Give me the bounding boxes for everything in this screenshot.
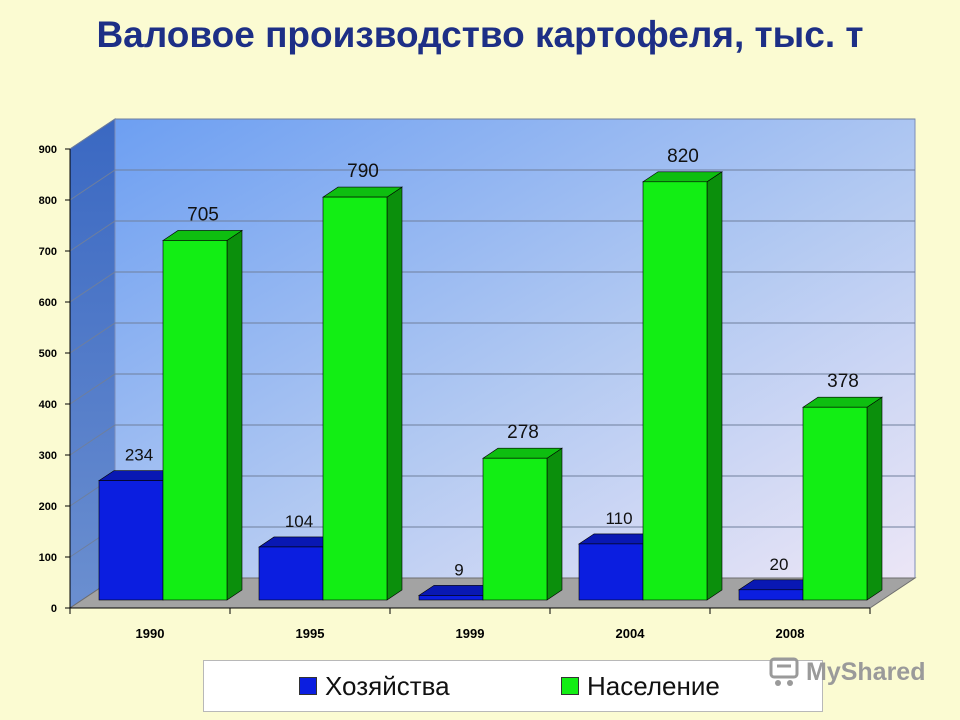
bar-side-naselenie <box>546 447 563 601</box>
gridline <box>69 169 915 201</box>
chart-title: Валовое производство картофеля, тыс. т <box>96 14 864 55</box>
bar-hozyaystva <box>418 595 484 601</box>
bar-naselenie <box>802 406 868 601</box>
gridline <box>69 118 915 150</box>
data-label-hozyaystva: 104 <box>285 512 313 531</box>
x-tick-label: 1990 <box>136 626 165 641</box>
bar-chart: 0 100 200 300 400 500 600 700 800 900 234 705 1990 10… <box>39 118 917 641</box>
data-label-hozyaystva: 20 <box>770 555 789 574</box>
watermark: MyShared <box>768 656 925 688</box>
y-tick-label: 700 <box>39 246 57 258</box>
bar-side-naselenie <box>386 186 403 601</box>
bar-hozyaystva <box>258 546 324 601</box>
x-tick-label: 1999 <box>456 626 485 641</box>
legend-item-hozyaystva: Хозяйства <box>299 670 450 702</box>
y-tick-label: 900 <box>39 144 57 156</box>
legend-swatch-hozyaystva <box>299 677 317 695</box>
bar-side-naselenie <box>706 171 723 601</box>
bar-naselenie <box>162 240 228 601</box>
data-label-naselenie: 378 <box>827 371 859 392</box>
y-tick-label: 500 <box>39 348 57 360</box>
x-tick-label: 1995 <box>296 626 325 641</box>
chart-legend: Хозяйства Население <box>203 660 823 712</box>
data-label-naselenie: 790 <box>347 161 379 182</box>
data-label-hozyaystva: 234 <box>125 446 153 465</box>
y-tick-label: 300 <box>39 450 57 462</box>
data-label-naselenie: 820 <box>667 146 699 167</box>
y-tick-label: 400 <box>39 399 57 411</box>
bar-naselenie <box>322 196 388 601</box>
watermark-text: MyShared <box>806 657 926 686</box>
x-tick-label: 2008 <box>776 626 805 641</box>
bar-naselenie <box>482 457 548 601</box>
y-tick-label: 600 <box>39 297 57 309</box>
data-label-naselenie: 705 <box>187 204 219 225</box>
bar-side-naselenie <box>866 396 883 601</box>
y-tick-label: 100 <box>39 552 57 564</box>
y-tick-label: 0 <box>51 603 57 615</box>
bar-hozyaystva <box>98 480 164 601</box>
bar-side-naselenie <box>226 229 243 601</box>
y-tick-label: 200 <box>39 501 57 513</box>
bar-naselenie <box>642 181 708 601</box>
x-tick-label: 2004 <box>616 626 646 641</box>
bar-hozyaystva <box>578 543 644 601</box>
data-label-naselenie: 278 <box>507 422 539 443</box>
data-label-hozyaystva: 110 <box>605 509 632 528</box>
y-tick-label: 800 <box>39 195 57 207</box>
cart-icon <box>769 657 799 686</box>
legend-label-naselenie: Население <box>587 670 720 701</box>
legend-item-naselenie: Население <box>561 670 720 702</box>
bar-hozyaystva <box>738 589 804 601</box>
data-label-hozyaystva: 9 <box>454 560 463 579</box>
legend-label-hozyaystva: Хозяйства <box>325 670 450 701</box>
legend-swatch-naselenie <box>561 677 579 695</box>
